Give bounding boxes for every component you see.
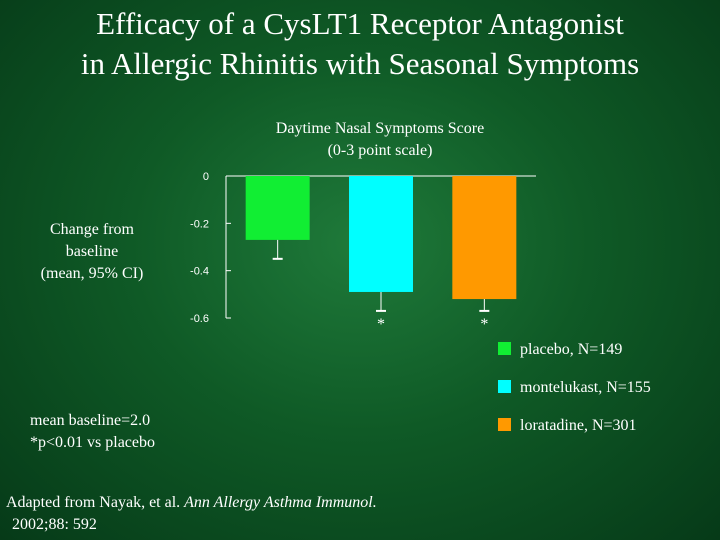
bar-1 (349, 176, 413, 292)
bar-2 (452, 176, 517, 300)
chart-title-line-2: (0-3 point scale) (327, 142, 433, 159)
footnote: mean baseline=2.0 *p<0.01 vs placebo (30, 410, 290, 454)
legend-item-loratadine: loratadine, N=301 (498, 416, 708, 436)
y-axis-label-line-1: Change from (50, 221, 134, 238)
chart-title: Daytime Nasal Symptoms Score (0-3 point … (260, 118, 500, 162)
source-journal: Ann Allergy Asthma Immunol. (184, 494, 377, 511)
bar-0 (245, 176, 310, 240)
y-axis-label-line-2: baseline (65, 243, 119, 260)
y-tick-label-2: -0.4 (190, 266, 209, 278)
y-axis-label-line-3: (mean, 95% CI) (40, 265, 144, 282)
title-line-1: Efficacy of a CysLT1 Receptor Antagonist (96, 6, 624, 41)
y-axis-label: Change from baseline (mean, 95% CI) (30, 219, 154, 285)
baseline-note: mean baseline=2.0 (30, 412, 151, 429)
legend-swatch-placebo (498, 342, 511, 355)
source-citation: Adapted from Nayak, et al. Ann Allergy A… (6, 492, 426, 536)
y-tick-label-3: -0.6 (190, 313, 209, 325)
y-tick-label-1: -0.2 (190, 218, 209, 230)
y-tick-label-0: 0 (203, 171, 209, 183)
chart-title-line-1: Daytime Nasal Symptoms Score (275, 120, 485, 137)
legend-item-placebo: placebo, N=149 (498, 340, 708, 360)
legend-label-loratadine: loratadine, N=301 (520, 417, 637, 434)
title-line-2: in Allergic Rhinitis with Seasonal Sympt… (80, 46, 640, 81)
source-volume: 2002;88: 592 (12, 516, 97, 533)
slide-title: Efficacy of a CysLT1 Receptor Antagonist… (0, 4, 720, 84)
legend-item-montelukast: montelukast, N=155 (498, 378, 708, 398)
legend-label-placebo: placebo, N=149 (520, 341, 623, 358)
legend-swatch-montelukast (498, 380, 511, 393)
legend-swatch-loratadine (498, 418, 511, 431)
significance-marker-1: * (377, 316, 385, 333)
significance-marker-2: * (480, 316, 488, 333)
legend-label-montelukast: montelukast, N=155 (520, 379, 651, 396)
significance-note: *p<0.01 vs placebo (30, 434, 155, 451)
source-prefix: Adapted from Nayak, et al. (6, 494, 181, 511)
